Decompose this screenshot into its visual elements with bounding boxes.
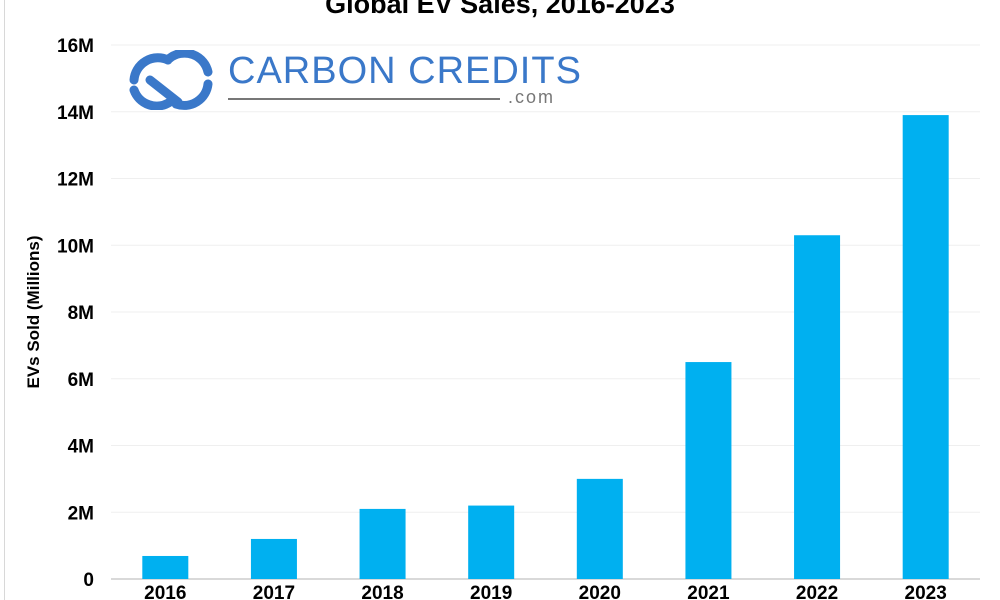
bar-2016 (142, 555, 189, 579)
y-tick-label: 16M (57, 36, 94, 57)
y-tick-label: 2M (68, 503, 94, 524)
x-tick-label: 2023 (905, 583, 947, 600)
logo-text: CARBON CREDITS (228, 50, 582, 92)
bar-2017 (250, 538, 297, 579)
y-tick-label: 8M (68, 303, 94, 324)
logo-divider (228, 98, 500, 100)
logo-chain-icon (129, 50, 213, 110)
bar-2022 (794, 235, 841, 580)
y-tick-label: 12M (57, 170, 94, 191)
y-tick-label: 10M (57, 236, 94, 257)
bar-2019 (468, 505, 515, 579)
bar-2018 (359, 508, 406, 579)
x-tick-label: 2019 (470, 583, 512, 600)
x-tick-label: 2016 (144, 583, 186, 600)
y-tick-label: 0 (83, 570, 94, 591)
x-tick-label: 2017 (253, 583, 295, 600)
carbon-credits-logo: CARBON CREDITS .com (120, 50, 581, 110)
y-tick-label: 14M (57, 103, 94, 124)
chart-title: Global EV Sales, 2016-2023 (325, 0, 675, 19)
chart-frame (4, 0, 999, 600)
bar-2023 (902, 115, 949, 580)
x-tick-label: 2018 (361, 583, 403, 600)
logo-suffix: .com (508, 87, 556, 107)
x-tick-label: 2022 (796, 583, 838, 600)
x-tick-label: 2020 (579, 583, 621, 600)
x-tick-label: 2021 (687, 583, 730, 600)
bar-2020 (576, 478, 623, 579)
y-tick-label: 4M (68, 437, 94, 458)
bar-2021 (685, 362, 732, 579)
y-tick-label: 6M (68, 370, 94, 391)
